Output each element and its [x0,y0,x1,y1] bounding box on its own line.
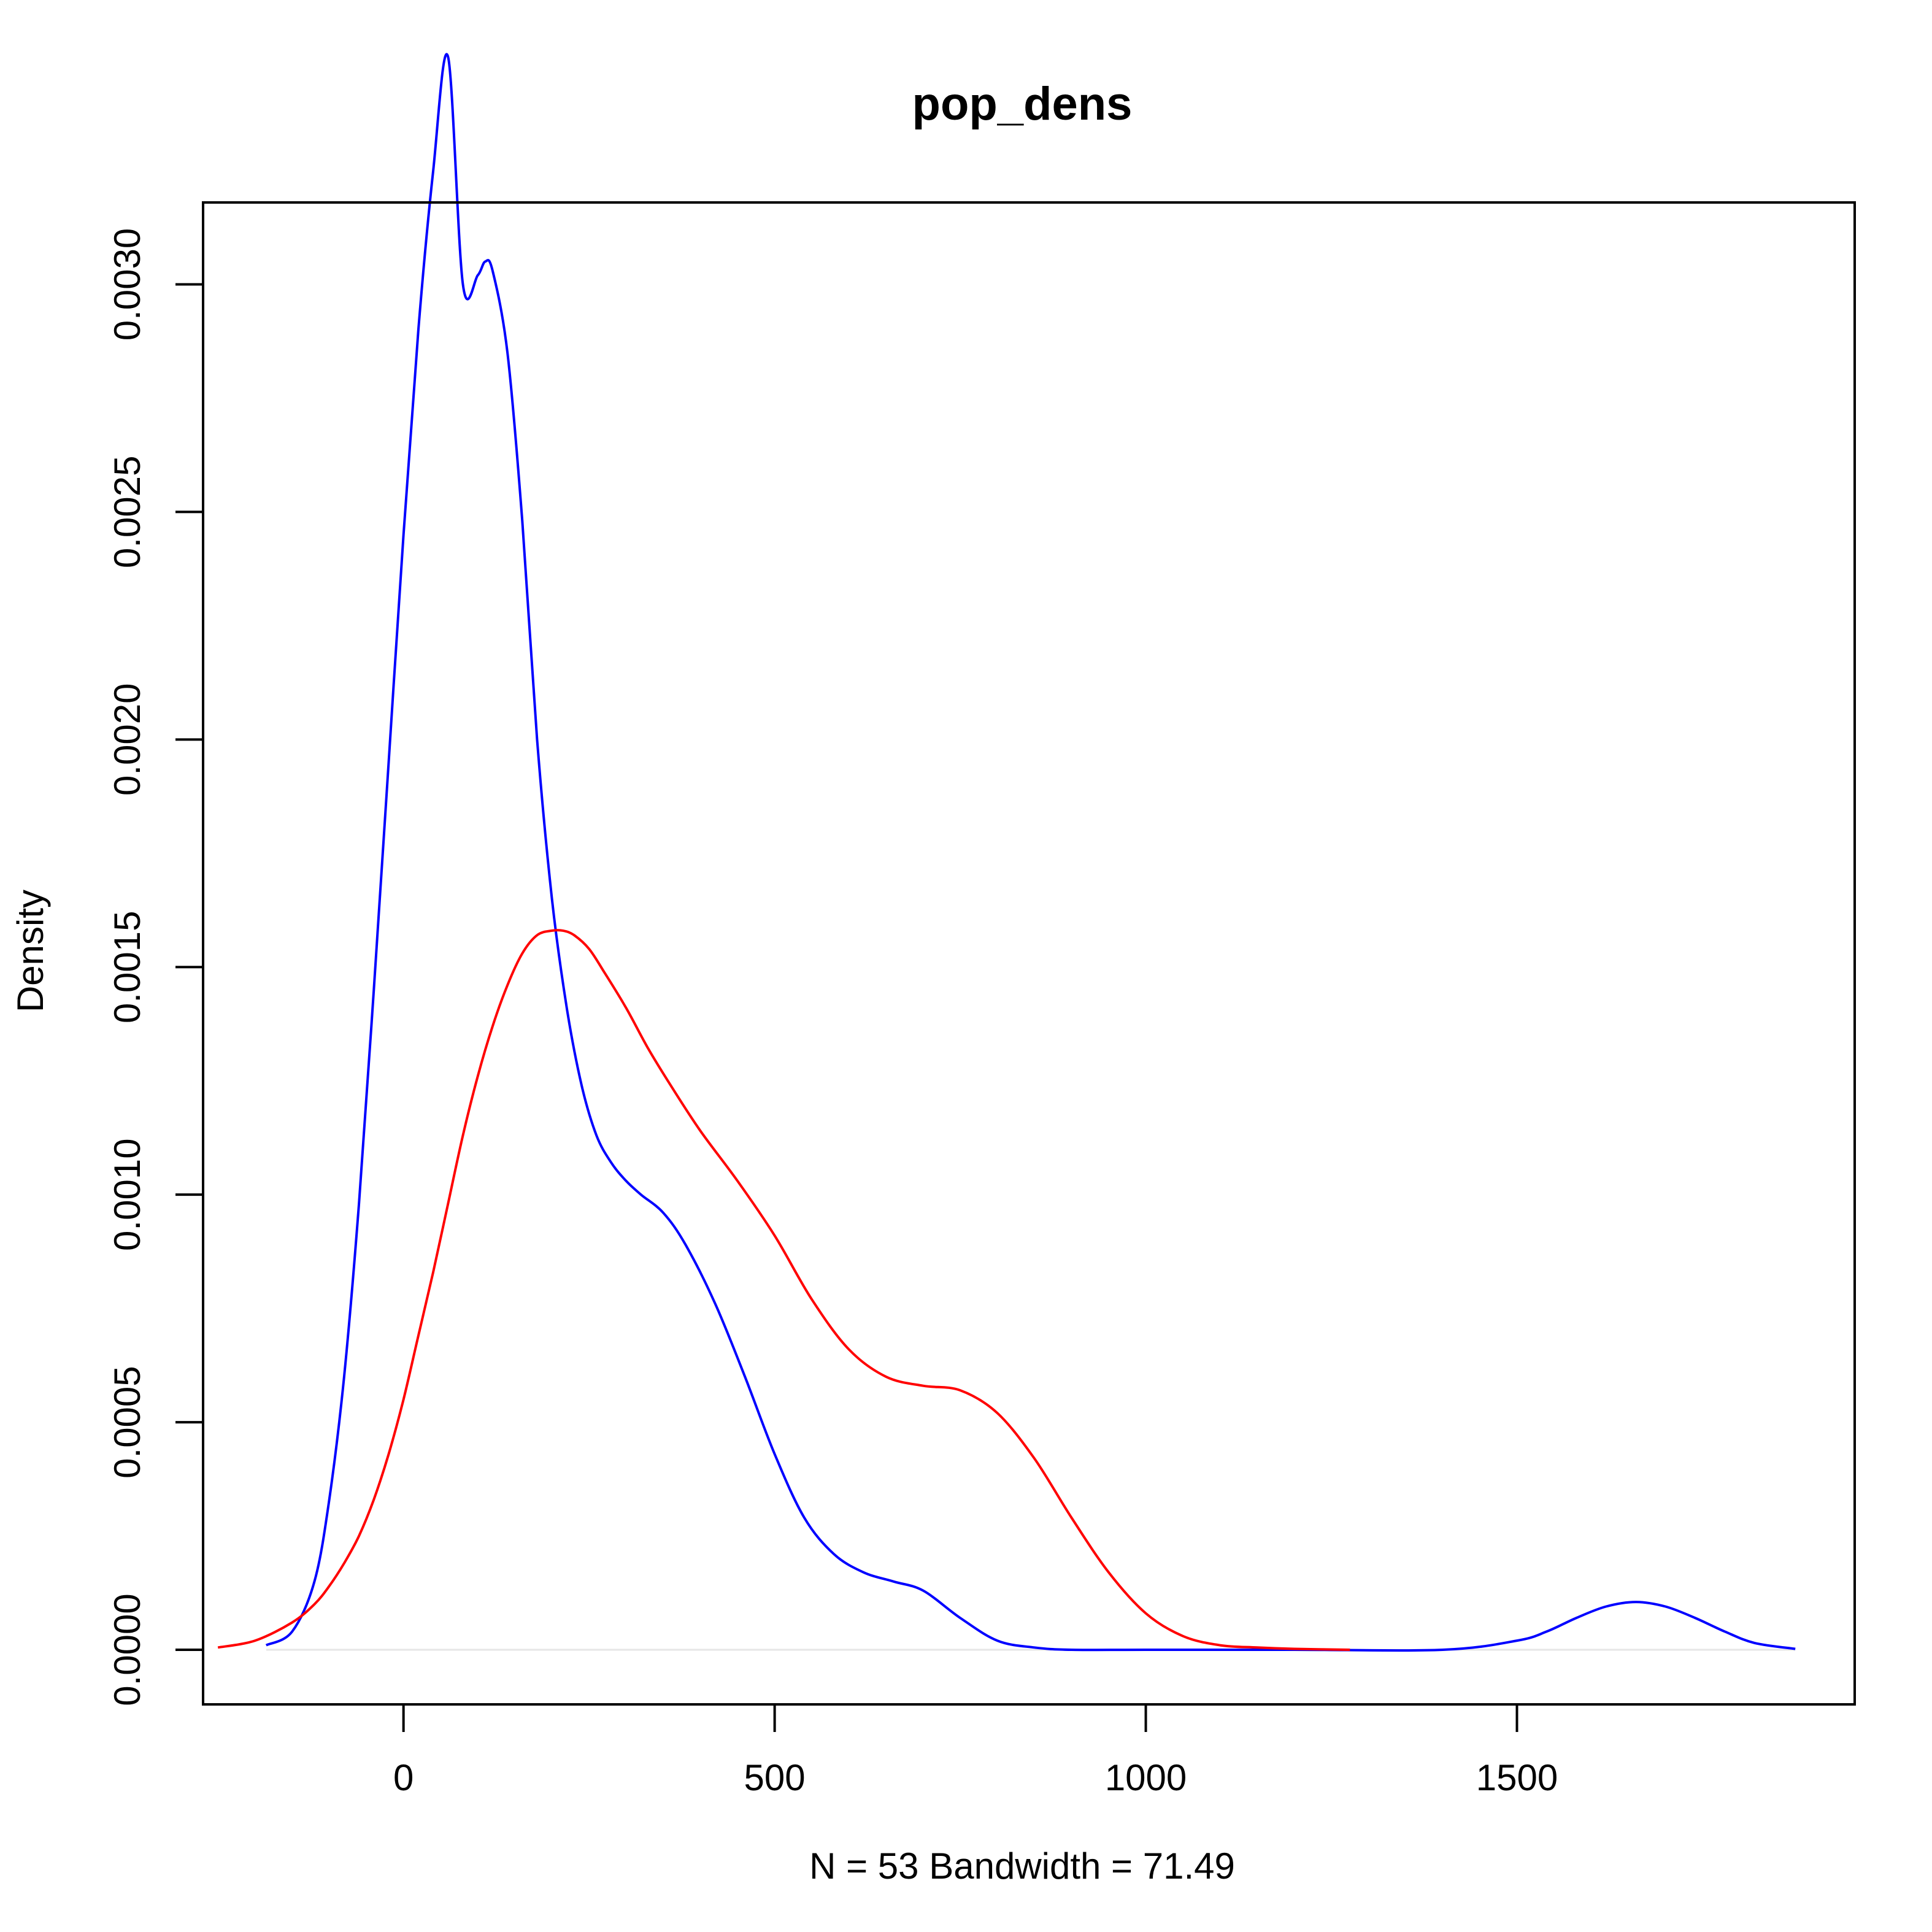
y-tick-label: 0.0020 [107,683,148,796]
x-axis: 0 500 1000 1500 [393,1703,1558,1798]
y-axis: 0.0000 0.0005 0.0010 0.0015 0.0020 0.0025 0.00… [107,228,204,1706]
y-tick-label: 0.0025 [107,456,148,569]
y-tick-label: 0.0000 [107,1593,148,1706]
chart-title: pop_dens [912,78,1133,130]
x-tick-label: 0 [393,1757,414,1798]
x-axis-label: N = 53 Bandwidth = 71.49 [809,1845,1235,1887]
y-tick-label: 0.0030 [107,228,148,341]
density-line-1 [265,53,1796,1652]
plot-frame [202,201,1856,1706]
series-layer [217,53,1796,1652]
x-tick-label: 1000 [1105,1757,1187,1798]
y-axis-label: Density [10,890,51,1012]
x-tick-label: 1500 [1476,1757,1558,1798]
y-tick-label: 0.0010 [107,1138,148,1251]
y-tick-label: 0.0005 [107,1366,148,1479]
density-line-2 [217,929,1350,1651]
x-tick-label: 500 [744,1757,806,1798]
y-tick-label: 0.0015 [107,911,148,1024]
